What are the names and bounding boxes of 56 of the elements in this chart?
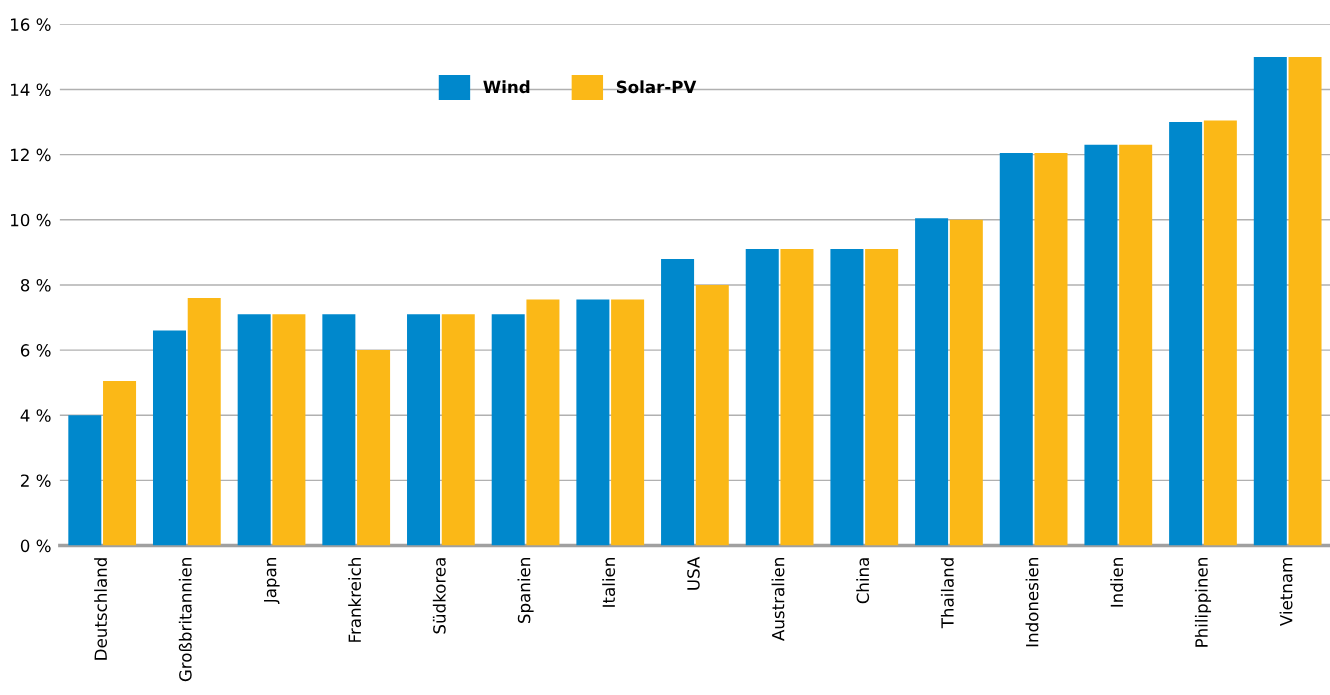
x-tick-label: USA <box>687 556 700 590</box>
bar <box>152 330 187 546</box>
x-tick-label: Indonesien <box>1025 558 1039 647</box>
bar <box>745 249 779 546</box>
bar <box>357 350 391 546</box>
legend-label: Wind <box>483 80 530 94</box>
bar <box>441 314 475 546</box>
y-tick-label: 2 % <box>21 474 51 487</box>
bar <box>322 314 356 546</box>
x-tick-label: Vietnam <box>1279 558 1293 627</box>
bar <box>1203 120 1237 546</box>
x-tick-label: Japan <box>263 558 280 605</box>
bar <box>1169 122 1203 546</box>
y-tick-label: 14 % <box>11 83 51 97</box>
y-tick-label: 12 % <box>11 148 51 162</box>
bar <box>1034 153 1068 546</box>
bar <box>1253 56 1287 546</box>
bar <box>780 249 814 546</box>
x-tick-label: Australien <box>771 558 785 641</box>
bar <box>830 249 864 546</box>
bar <box>187 297 221 546</box>
bar <box>491 314 525 546</box>
bar <box>407 314 441 546</box>
legend-label: Solar-PV <box>616 80 697 94</box>
bar <box>1084 144 1118 546</box>
y-tick-label: 6 % <box>20 344 51 357</box>
bar <box>865 249 899 546</box>
bar <box>611 299 645 546</box>
bar <box>103 381 137 546</box>
bar <box>576 299 610 546</box>
bar <box>999 153 1033 546</box>
y-tick-label: 4 % <box>20 409 51 422</box>
bar <box>1288 56 1322 546</box>
x-tick-label: Indien <box>1110 558 1124 607</box>
x-tick-label: Philippinen <box>1194 558 1212 647</box>
bar <box>1119 144 1153 546</box>
x-tick-label: Thailand <box>940 558 954 629</box>
bar <box>526 299 560 546</box>
bar <box>915 218 949 546</box>
x-tick-label: Italien <box>602 558 616 607</box>
bar <box>237 314 271 546</box>
bar <box>661 258 695 546</box>
x-tick-label: Spanien <box>517 558 534 623</box>
x-tick-label: Großbritannien <box>178 558 192 682</box>
y-tick-label: 10 % <box>11 213 51 227</box>
x-tick-label: Südkorea <box>432 558 446 634</box>
y-tick-label: 0 % <box>20 539 51 553</box>
x-tick-label: Deutschland <box>94 558 108 660</box>
x-tick-label: Frankreich <box>348 558 362 642</box>
y-tick-label: 16 % <box>11 18 51 31</box>
y-tick-label: 8 % <box>20 278 51 292</box>
bar <box>272 314 306 546</box>
bar <box>949 219 983 546</box>
bar <box>695 284 729 546</box>
bar <box>68 415 102 546</box>
x-tick-label: China <box>856 558 870 604</box>
